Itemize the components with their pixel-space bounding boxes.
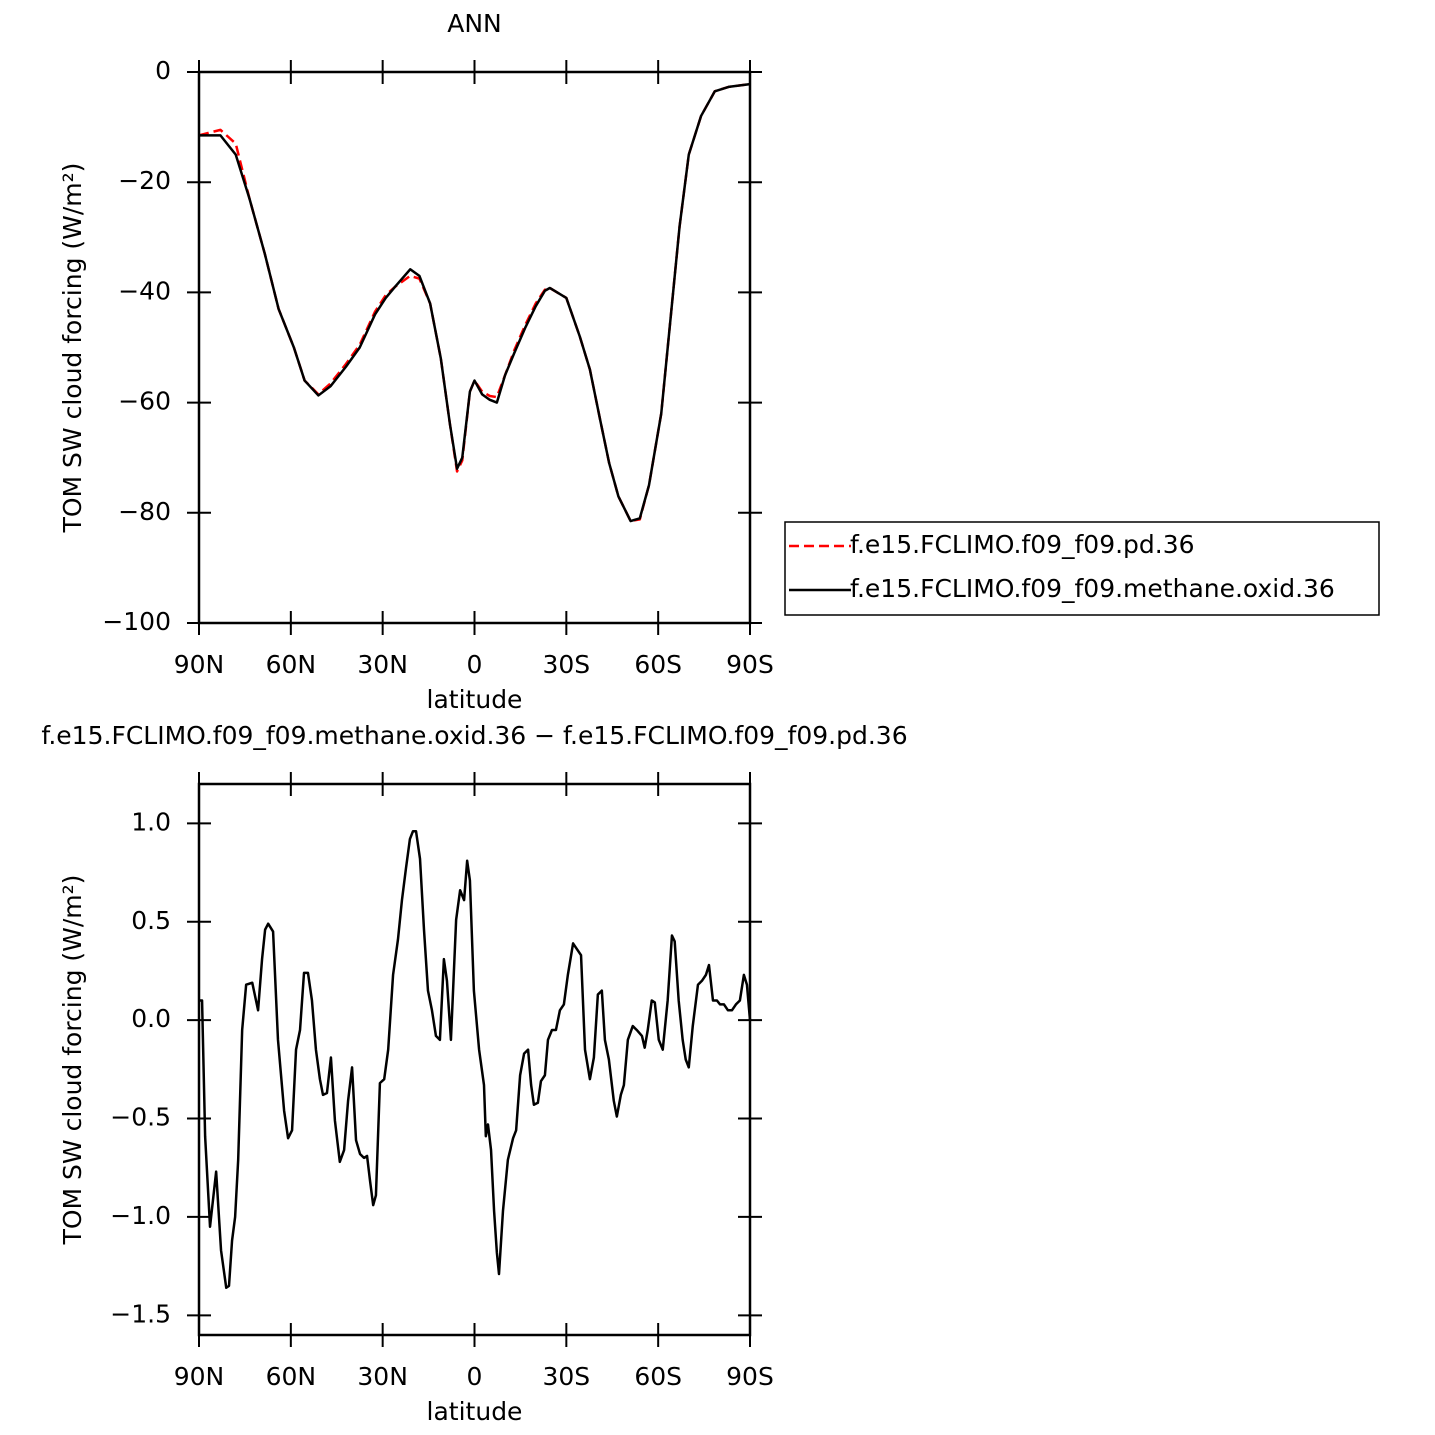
data-line — [199, 82, 751, 523]
x-axis-label: latitude — [427, 1397, 523, 1426]
legend-label: f.e15.FCLIMO.f09_f09.pd.36 — [850, 530, 1195, 559]
x-tick-label: 0 — [467, 1362, 483, 1391]
chart-title: ANN — [447, 9, 502, 38]
y-axis-label: TOM SW cloud forcing (W/m²) — [58, 875, 87, 1246]
plot-frame — [197, 70, 752, 625]
y-tick-label: −80 — [118, 497, 171, 526]
x-tick-label: 60S — [634, 650, 682, 679]
plot-frame — [197, 782, 752, 1337]
y-tick-label: −100 — [102, 607, 171, 636]
y-tick-label: −20 — [118, 166, 171, 195]
chart-title: f.e15.FCLIMO.f09_f09.methane.oxid.36 − f… — [41, 721, 907, 750]
y-tick-label: 0.0 — [131, 1004, 171, 1033]
y-tick-label: 0.5 — [131, 906, 171, 935]
y-tick-label: −40 — [118, 276, 171, 305]
x-tick-label: 90S — [726, 650, 774, 679]
y-tick-label: −1.5 — [110, 1299, 171, 1328]
data-line — [199, 829, 752, 1290]
y-tick-label: −60 — [118, 387, 171, 416]
data-line — [198, 82, 751, 523]
legend-box — [784, 521, 1380, 616]
x-tick-label: 30N — [357, 1362, 408, 1391]
y-tick-label: 1.0 — [131, 807, 171, 836]
legend-label: f.e15.FCLIMO.f09_f09.methane.oxid.36 — [850, 574, 1335, 603]
x-tick-label: 60S — [634, 1362, 682, 1391]
x-tick-label: 90S — [726, 1362, 774, 1391]
x-tick-label: 30S — [542, 1362, 590, 1391]
y-tick-label: −0.5 — [110, 1103, 171, 1132]
y-tick-label: 0 — [155, 56, 171, 85]
x-tick-label: 60N — [266, 1362, 317, 1391]
x-tick-label: 60N — [266, 650, 317, 679]
x-tick-label: 30S — [542, 650, 590, 679]
y-axis-label: TOM SW cloud forcing (W/m²) — [58, 163, 87, 534]
x-tick-label: 30N — [357, 650, 408, 679]
x-tick-label: 90N — [174, 1362, 225, 1391]
x-tick-label: 0 — [467, 650, 483, 679]
x-axis-label: latitude — [427, 685, 523, 714]
x-tick-label: 90N — [174, 650, 225, 679]
y-tick-label: −1.0 — [110, 1201, 171, 1230]
